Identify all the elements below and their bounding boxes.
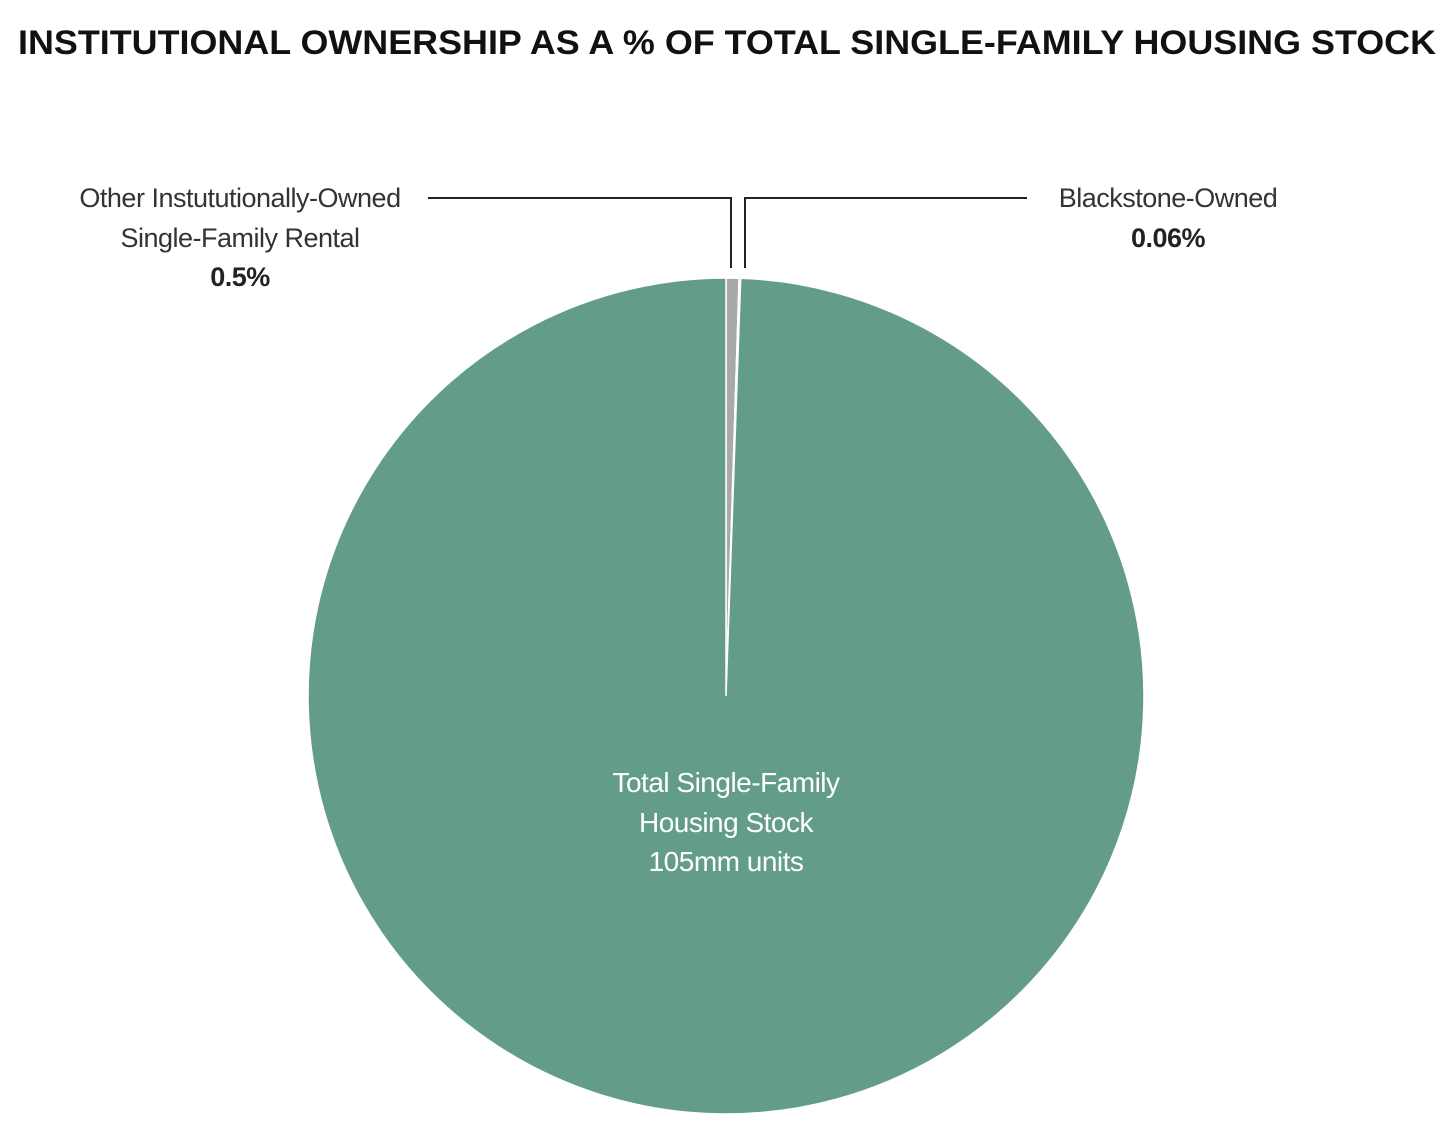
- slice-annotation: 105mm units: [648, 846, 804, 877]
- value-label: 0.5%: [210, 262, 270, 292]
- chart-title: INSTITUTIONAL OWNERSHIP AS A % OF TOTAL …: [18, 24, 1436, 62]
- leader-line: [744, 197, 1027, 268]
- slice-label: Total Single-Family Housing Stock: [612, 767, 840, 838]
- slice-label: Other Instututionally-Owned Single-Famil…: [79, 183, 401, 253]
- leader-line: [428, 197, 732, 268]
- pie-slice: [307, 277, 1145, 1115]
- value-label: 0.06%: [1130, 223, 1206, 253]
- slice-label: Blackstone-Owned: [1058, 183, 1278, 213]
